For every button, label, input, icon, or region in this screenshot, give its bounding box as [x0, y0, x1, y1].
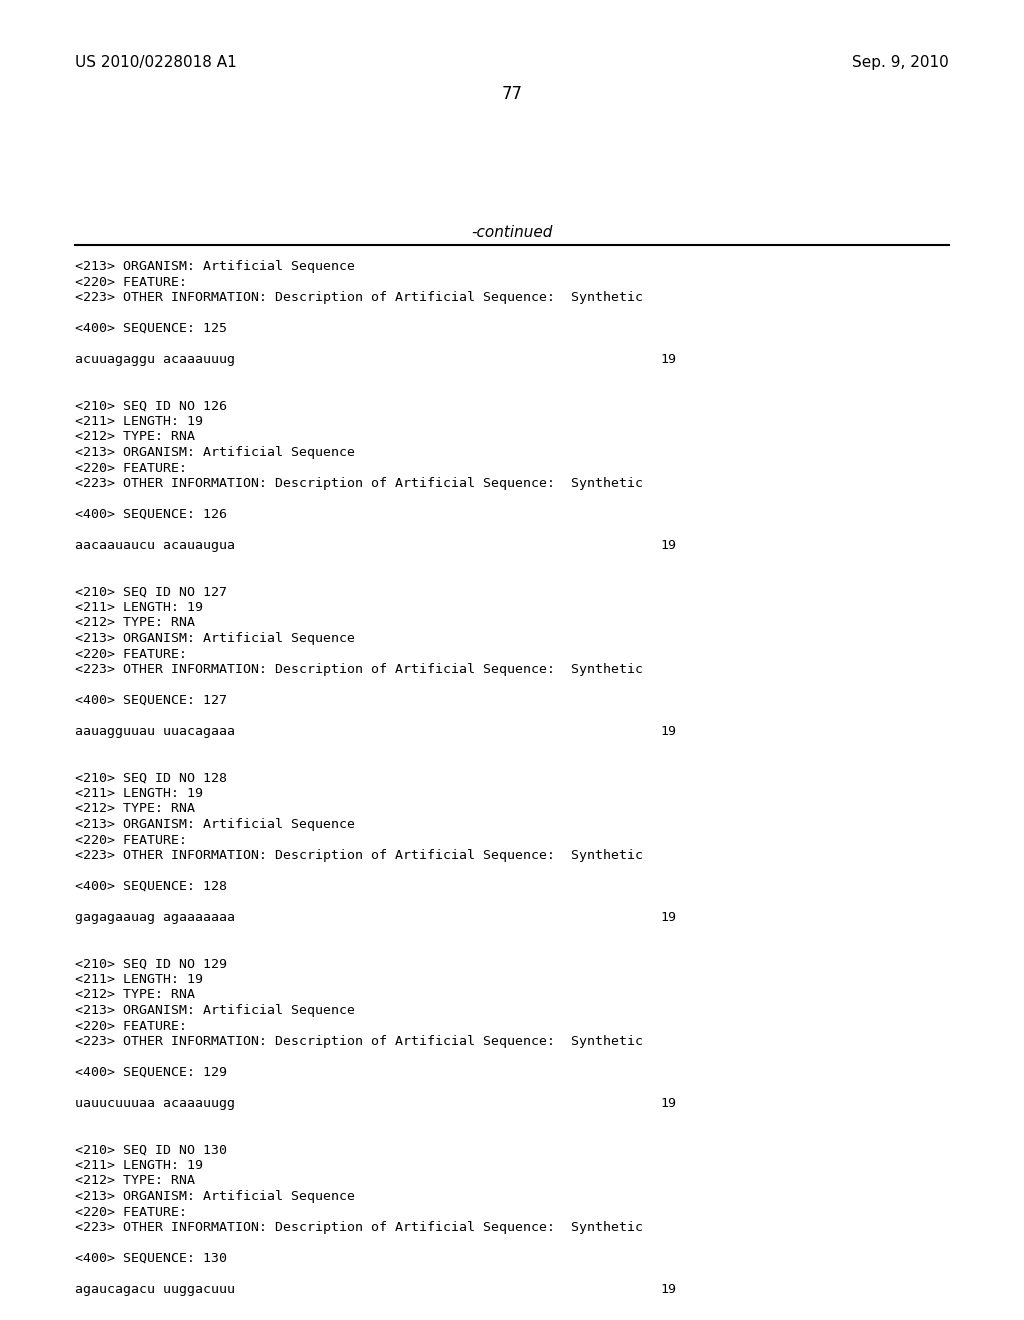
Text: aauagguuau uuacagaaa: aauagguuau uuacagaaa	[75, 725, 234, 738]
Text: <220> FEATURE:: <220> FEATURE:	[75, 833, 187, 846]
Text: <210> SEQ ID NO 127: <210> SEQ ID NO 127	[75, 586, 227, 598]
Text: gagagaauag agaaaaaaa: gagagaauag agaaaaaaa	[75, 911, 234, 924]
Text: aacaauaucu acauaugua: aacaauaucu acauaugua	[75, 539, 234, 552]
Text: <223> OTHER INFORMATION: Description of Artificial Sequence:  Synthetic: <223> OTHER INFORMATION: Description of …	[75, 1221, 643, 1234]
Text: <220> FEATURE:: <220> FEATURE:	[75, 462, 187, 474]
Text: <212> TYPE: RNA: <212> TYPE: RNA	[75, 1175, 195, 1188]
Text: uauucuuuaa acaaauugg: uauucuuuaa acaaauugg	[75, 1097, 234, 1110]
Text: <400> SEQUENCE: 127: <400> SEQUENCE: 127	[75, 694, 227, 708]
Text: <400> SEQUENCE: 130: <400> SEQUENCE: 130	[75, 1251, 227, 1265]
Text: <400> SEQUENCE: 125: <400> SEQUENCE: 125	[75, 322, 227, 335]
Text: <212> TYPE: RNA: <212> TYPE: RNA	[75, 430, 195, 444]
Text: US 2010/0228018 A1: US 2010/0228018 A1	[75, 55, 237, 70]
Text: 77: 77	[502, 84, 522, 103]
Text: Sep. 9, 2010: Sep. 9, 2010	[852, 55, 949, 70]
Text: <213> ORGANISM: Artificial Sequence: <213> ORGANISM: Artificial Sequence	[75, 632, 355, 645]
Text: <210> SEQ ID NO 126: <210> SEQ ID NO 126	[75, 400, 227, 412]
Text: <223> OTHER INFORMATION: Description of Artificial Sequence:  Synthetic: <223> OTHER INFORMATION: Description of …	[75, 849, 643, 862]
Text: 19: 19	[660, 911, 676, 924]
Text: <211> LENGTH: 19: <211> LENGTH: 19	[75, 787, 203, 800]
Text: <210> SEQ ID NO 130: <210> SEQ ID NO 130	[75, 1143, 227, 1156]
Text: <213> ORGANISM: Artificial Sequence: <213> ORGANISM: Artificial Sequence	[75, 818, 355, 832]
Text: <213> ORGANISM: Artificial Sequence: <213> ORGANISM: Artificial Sequence	[75, 260, 355, 273]
Text: <213> ORGANISM: Artificial Sequence: <213> ORGANISM: Artificial Sequence	[75, 446, 355, 459]
Text: <211> LENGTH: 19: <211> LENGTH: 19	[75, 973, 203, 986]
Text: <212> TYPE: RNA: <212> TYPE: RNA	[75, 989, 195, 1002]
Text: <220> FEATURE:: <220> FEATURE:	[75, 1205, 187, 1218]
Text: <212> TYPE: RNA: <212> TYPE: RNA	[75, 803, 195, 816]
Text: <223> OTHER INFORMATION: Description of Artificial Sequence:  Synthetic: <223> OTHER INFORMATION: Description of …	[75, 290, 643, 304]
Text: <400> SEQUENCE: 126: <400> SEQUENCE: 126	[75, 508, 227, 521]
Text: <210> SEQ ID NO 129: <210> SEQ ID NO 129	[75, 957, 227, 970]
Text: <220> FEATURE:: <220> FEATURE:	[75, 276, 187, 289]
Text: <400> SEQUENCE: 128: <400> SEQUENCE: 128	[75, 880, 227, 894]
Text: <212> TYPE: RNA: <212> TYPE: RNA	[75, 616, 195, 630]
Text: <223> OTHER INFORMATION: Description of Artificial Sequence:  Synthetic: <223> OTHER INFORMATION: Description of …	[75, 477, 643, 490]
Text: <220> FEATURE:: <220> FEATURE:	[75, 648, 187, 660]
Text: <400> SEQUENCE: 129: <400> SEQUENCE: 129	[75, 1067, 227, 1078]
Text: agaucagacu uuggacuuu: agaucagacu uuggacuuu	[75, 1283, 234, 1296]
Text: <210> SEQ ID NO 128: <210> SEQ ID NO 128	[75, 771, 227, 784]
Text: 19: 19	[660, 539, 676, 552]
Text: <213> ORGANISM: Artificial Sequence: <213> ORGANISM: Artificial Sequence	[75, 1005, 355, 1016]
Text: <220> FEATURE:: <220> FEATURE:	[75, 1019, 187, 1032]
Text: <223> OTHER INFORMATION: Description of Artificial Sequence:  Synthetic: <223> OTHER INFORMATION: Description of …	[75, 1035, 643, 1048]
Text: <211> LENGTH: 19: <211> LENGTH: 19	[75, 414, 203, 428]
Text: <211> LENGTH: 19: <211> LENGTH: 19	[75, 601, 203, 614]
Text: acuuagaggu acaaauuug: acuuagaggu acaaauuug	[75, 352, 234, 366]
Text: <223> OTHER INFORMATION: Description of Artificial Sequence:  Synthetic: <223> OTHER INFORMATION: Description of …	[75, 663, 643, 676]
Text: 19: 19	[660, 725, 676, 738]
Text: <211> LENGTH: 19: <211> LENGTH: 19	[75, 1159, 203, 1172]
Text: 19: 19	[660, 1097, 676, 1110]
Text: -continued: -continued	[471, 224, 553, 240]
Text: 19: 19	[660, 352, 676, 366]
Text: <213> ORGANISM: Artificial Sequence: <213> ORGANISM: Artificial Sequence	[75, 1191, 355, 1203]
Text: 19: 19	[660, 1283, 676, 1296]
